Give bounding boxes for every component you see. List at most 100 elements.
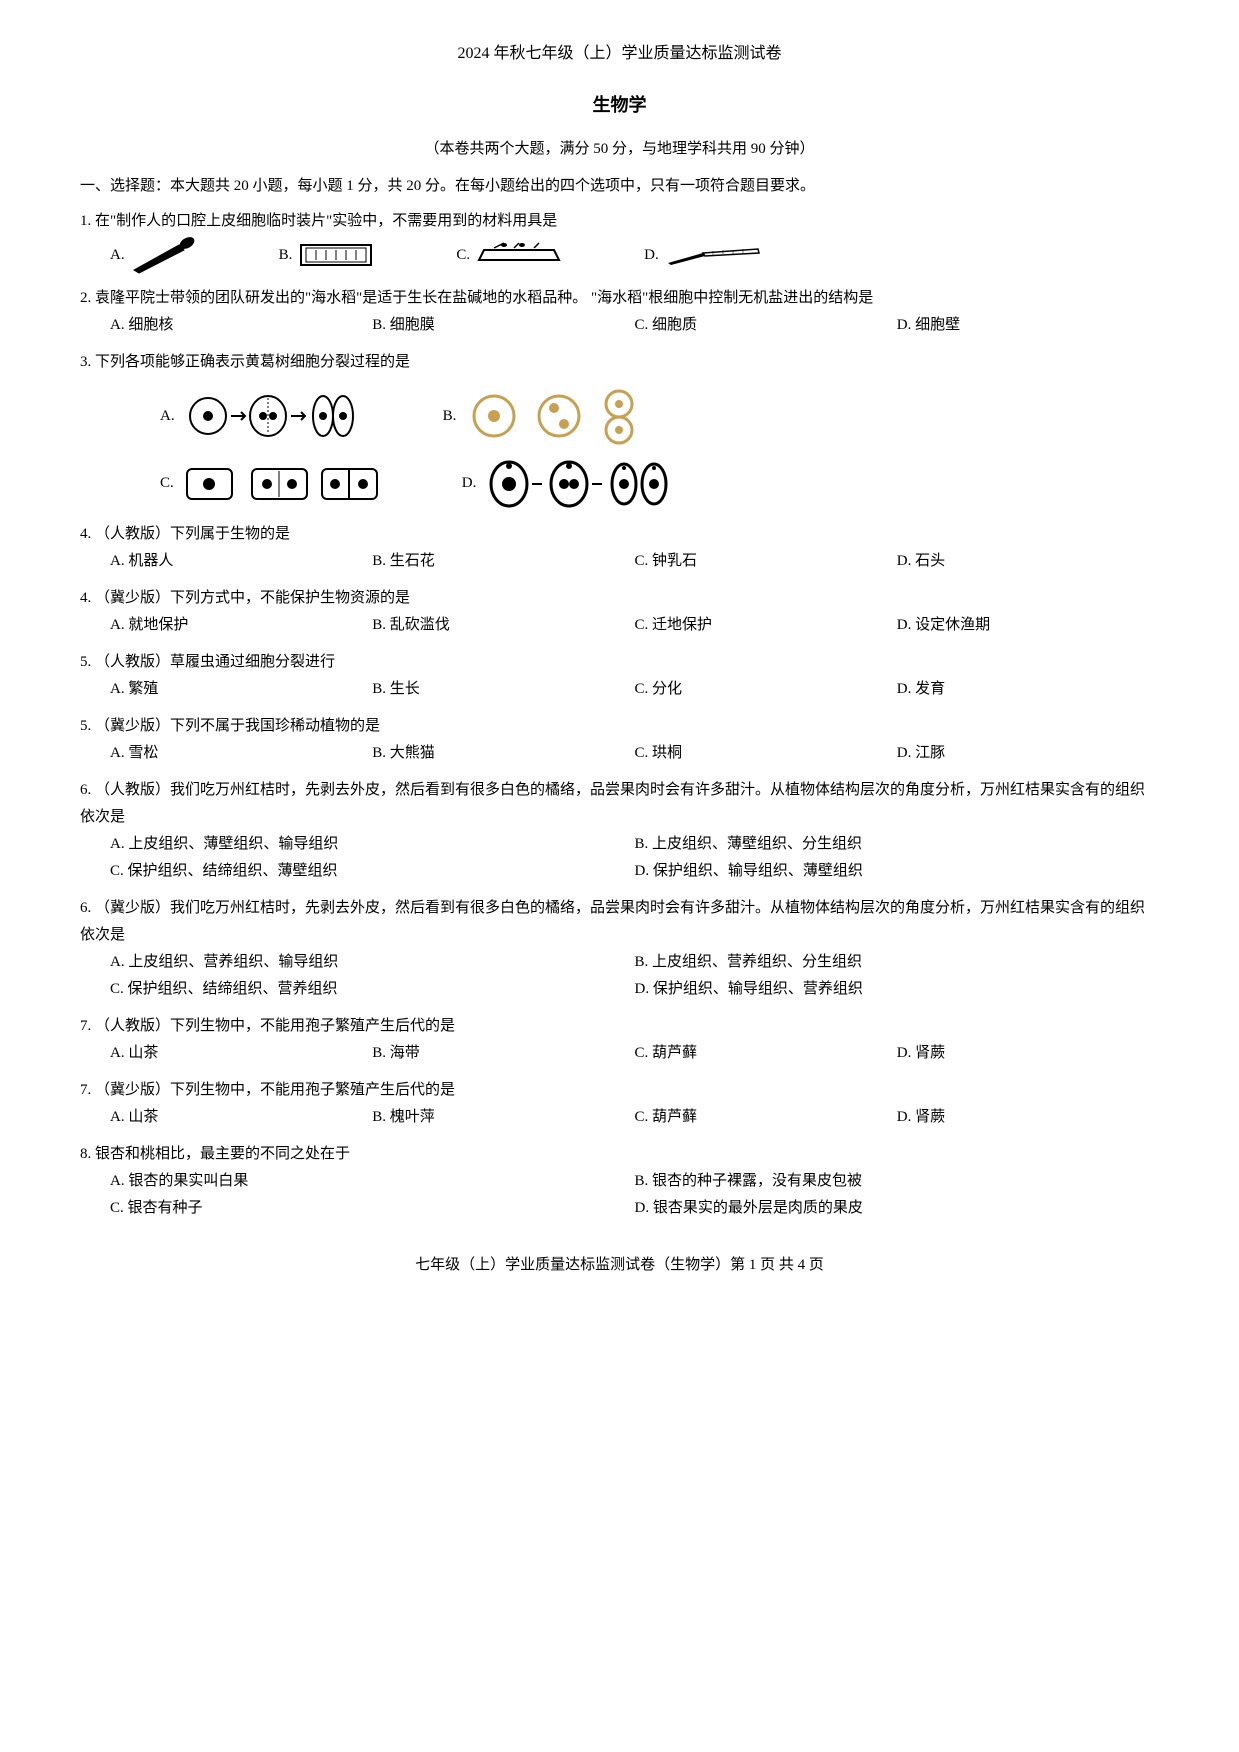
option-label: B. bbox=[635, 1173, 649, 1189]
q-num: 5. bbox=[80, 654, 91, 670]
option-b: B. 银杏的种子裸露，没有果皮包被 bbox=[635, 1168, 1160, 1195]
question-4-renjiao: 4. （人教版）下列属于生物的是 A. 机器人 B. 生石花 C. 钟乳石 D.… bbox=[80, 521, 1159, 575]
option-text: 葫芦藓 bbox=[652, 1109, 697, 1125]
option-label: A. bbox=[110, 954, 125, 970]
option-b: B. 细胞膜 bbox=[372, 312, 634, 339]
question-6-jishaoban: 6. （冀少版）我们吃万州红桔时，先剥去外皮，然后看到有很多白色的橘络，品尝果肉… bbox=[80, 895, 1159, 1003]
option-label: B. bbox=[372, 681, 386, 697]
exam-info: （本卷共两个大题，满分 50 分，与地理学科共用 90 分钟） bbox=[80, 136, 1159, 163]
option-a: A. 上皮组织、营养组织、输导组织 bbox=[110, 949, 635, 976]
option-text: 上皮组织、薄壁组织、输导组织 bbox=[128, 836, 338, 852]
option-label: C. bbox=[110, 1200, 124, 1216]
option-text: 山茶 bbox=[128, 1045, 158, 1061]
option-text: 山茶 bbox=[128, 1109, 158, 1125]
options: A. 机器人 B. 生石花 C. 钟乳石 D. 石头 bbox=[80, 548, 1159, 575]
option-b: B. 生长 bbox=[372, 676, 634, 703]
option-c: C. 迁地保护 bbox=[635, 612, 897, 639]
option-text: 保护组织、结缔组织、营养组织 bbox=[128, 981, 338, 997]
tray-icon bbox=[474, 240, 564, 270]
option-label: C. bbox=[635, 1045, 649, 1061]
option-text: 肾蕨 bbox=[915, 1109, 945, 1125]
q-text: 袁隆平院士带领的团队研发出的"海水稻"是适于生长在盐碱地的水稻品种。 "海水稻"… bbox=[95, 290, 873, 306]
option-text: 保护组织、输导组织、薄壁组织 bbox=[653, 863, 863, 879]
option-text: 发育 bbox=[915, 681, 945, 697]
option-text: 上皮组织、营养组织、分生组织 bbox=[652, 954, 862, 970]
option-label: B. bbox=[372, 553, 386, 569]
options: A. 上皮组织、薄壁组织、输导组织 B. 上皮组织、薄壁组织、分生组织 C. 保… bbox=[80, 831, 1159, 885]
option-a: A. bbox=[160, 386, 363, 446]
option-c: C. 保护组织、结缔组织、营养组织 bbox=[110, 976, 635, 1003]
option-c: C. 珙桐 bbox=[635, 740, 897, 767]
q-num: 1. bbox=[80, 213, 91, 229]
option-b: B. 槐叶萍 bbox=[372, 1104, 634, 1131]
q-text: （冀少版）下列方式中，不能保护生物资源的是 bbox=[95, 590, 410, 606]
option-text: 钟乳石 bbox=[652, 553, 697, 569]
option-label: A. bbox=[110, 317, 125, 333]
slide-box-icon bbox=[296, 240, 376, 270]
option-label: D. bbox=[897, 617, 912, 633]
option-label: A. bbox=[110, 1109, 125, 1125]
q-text: （冀少版）下列生物中，不能用孢子繁殖产生后代的是 bbox=[95, 1082, 455, 1098]
option-label: B. bbox=[443, 403, 457, 430]
page-footer: 七年级（上）学业质量达标监测试卷（生物学）第 1 页 共 4 页 bbox=[80, 1252, 1159, 1279]
q-text: 银杏和桃相比，最主要的不同之处在于 bbox=[95, 1146, 350, 1162]
option-b: B. bbox=[443, 386, 645, 446]
option-a: A. 银杏的果实叫白果 bbox=[110, 1168, 635, 1195]
option-label: A. bbox=[110, 1045, 125, 1061]
option-label: D. bbox=[635, 1200, 650, 1216]
q-text: （人教版）我们吃万州红桔时，先剥去外皮，然后看到有很多白色的橘络，品尝果肉时会有… bbox=[80, 782, 1145, 825]
option-label: D. bbox=[644, 242, 659, 269]
option-d: D. 保护组织、输导组织、营养组织 bbox=[635, 976, 1160, 1003]
section-1-header: 一、选择题：本大题共 20 小题，每小题 1 分，共 20 分。在每小题给出的四… bbox=[80, 173, 1159, 200]
option-c: C. 细胞质 bbox=[635, 312, 897, 339]
options: A. 就地保护 B. 乱砍滥伐 C. 迁地保护 D. 设定休渔期 bbox=[80, 612, 1159, 639]
option-text: 保护组织、输导组织、营养组织 bbox=[653, 981, 863, 997]
option-label: C. bbox=[635, 745, 649, 761]
option-text: 海带 bbox=[390, 1045, 420, 1061]
option-label: B. bbox=[635, 836, 649, 852]
option-text: 大熊猫 bbox=[390, 745, 435, 761]
option-a: A. 雪松 bbox=[110, 740, 372, 767]
option-text: 保护组织、结缔组织、薄壁组织 bbox=[128, 863, 338, 879]
question-5-jishaoban: 5. （冀少版）下列不属于我国珍稀动植物的是 A. 雪松 B. 大熊猫 C. 珙… bbox=[80, 713, 1159, 767]
option-text: 葫芦藓 bbox=[652, 1045, 697, 1061]
q-text: （人教版）下列属于生物的是 bbox=[95, 526, 290, 542]
option-text: 细胞膜 bbox=[390, 317, 435, 333]
option-b: B. 大熊猫 bbox=[372, 740, 634, 767]
option-text: 设定休渔期 bbox=[915, 617, 990, 633]
option-label: D. bbox=[897, 745, 912, 761]
option-text: 江豚 bbox=[915, 745, 945, 761]
option-d: D. 银杏果实的最外层是肉质的果皮 bbox=[635, 1195, 1160, 1222]
q-num: 7. bbox=[80, 1082, 91, 1098]
q-num: 2. bbox=[80, 290, 91, 306]
option-text: 银杏果实的最外层是肉质的果皮 bbox=[653, 1200, 863, 1216]
q-num: 5. bbox=[80, 718, 91, 734]
option-b: B. 乱砍滥伐 bbox=[372, 612, 634, 639]
cell-division-d-icon bbox=[484, 456, 684, 511]
option-d: D. 设定休渔期 bbox=[897, 612, 1159, 639]
option-label: D. bbox=[462, 470, 477, 497]
option-label: C. bbox=[635, 317, 649, 333]
option-text: 细胞壁 bbox=[915, 317, 960, 333]
option-label: D. bbox=[897, 317, 912, 333]
option-text: 细胞核 bbox=[128, 317, 173, 333]
option-text: 槐叶萍 bbox=[390, 1109, 435, 1125]
question-3: 3. 下列各项能够正确表示黄葛树细胞分裂过程的是 A. B. bbox=[80, 349, 1159, 511]
option-a: A. 细胞核 bbox=[110, 312, 372, 339]
option-d: D. 肾蕨 bbox=[897, 1104, 1159, 1131]
subject-title: 生物学 bbox=[80, 89, 1159, 121]
option-text: 乱砍滥伐 bbox=[390, 617, 450, 633]
options: A. 银杏的果实叫白果 B. 银杏的种子裸露，没有果皮包被 C. 银杏有种子 D… bbox=[80, 1168, 1159, 1222]
option-d: D. 细胞壁 bbox=[897, 312, 1159, 339]
option-d: D. 肾蕨 bbox=[897, 1040, 1159, 1067]
q-num: 4. bbox=[80, 590, 91, 606]
option-c: C. 葫芦藓 bbox=[635, 1040, 897, 1067]
option-b: B. bbox=[279, 240, 377, 270]
scalpel-icon bbox=[663, 243, 763, 268]
option-text: 珙桐 bbox=[652, 745, 682, 761]
option-label: C. bbox=[456, 242, 470, 269]
option-label: C. bbox=[635, 1109, 649, 1125]
cell-division-a-icon bbox=[183, 386, 363, 446]
option-c: C. 钟乳石 bbox=[635, 548, 897, 575]
option-b: B. 上皮组织、营养组织、分生组织 bbox=[635, 949, 1160, 976]
